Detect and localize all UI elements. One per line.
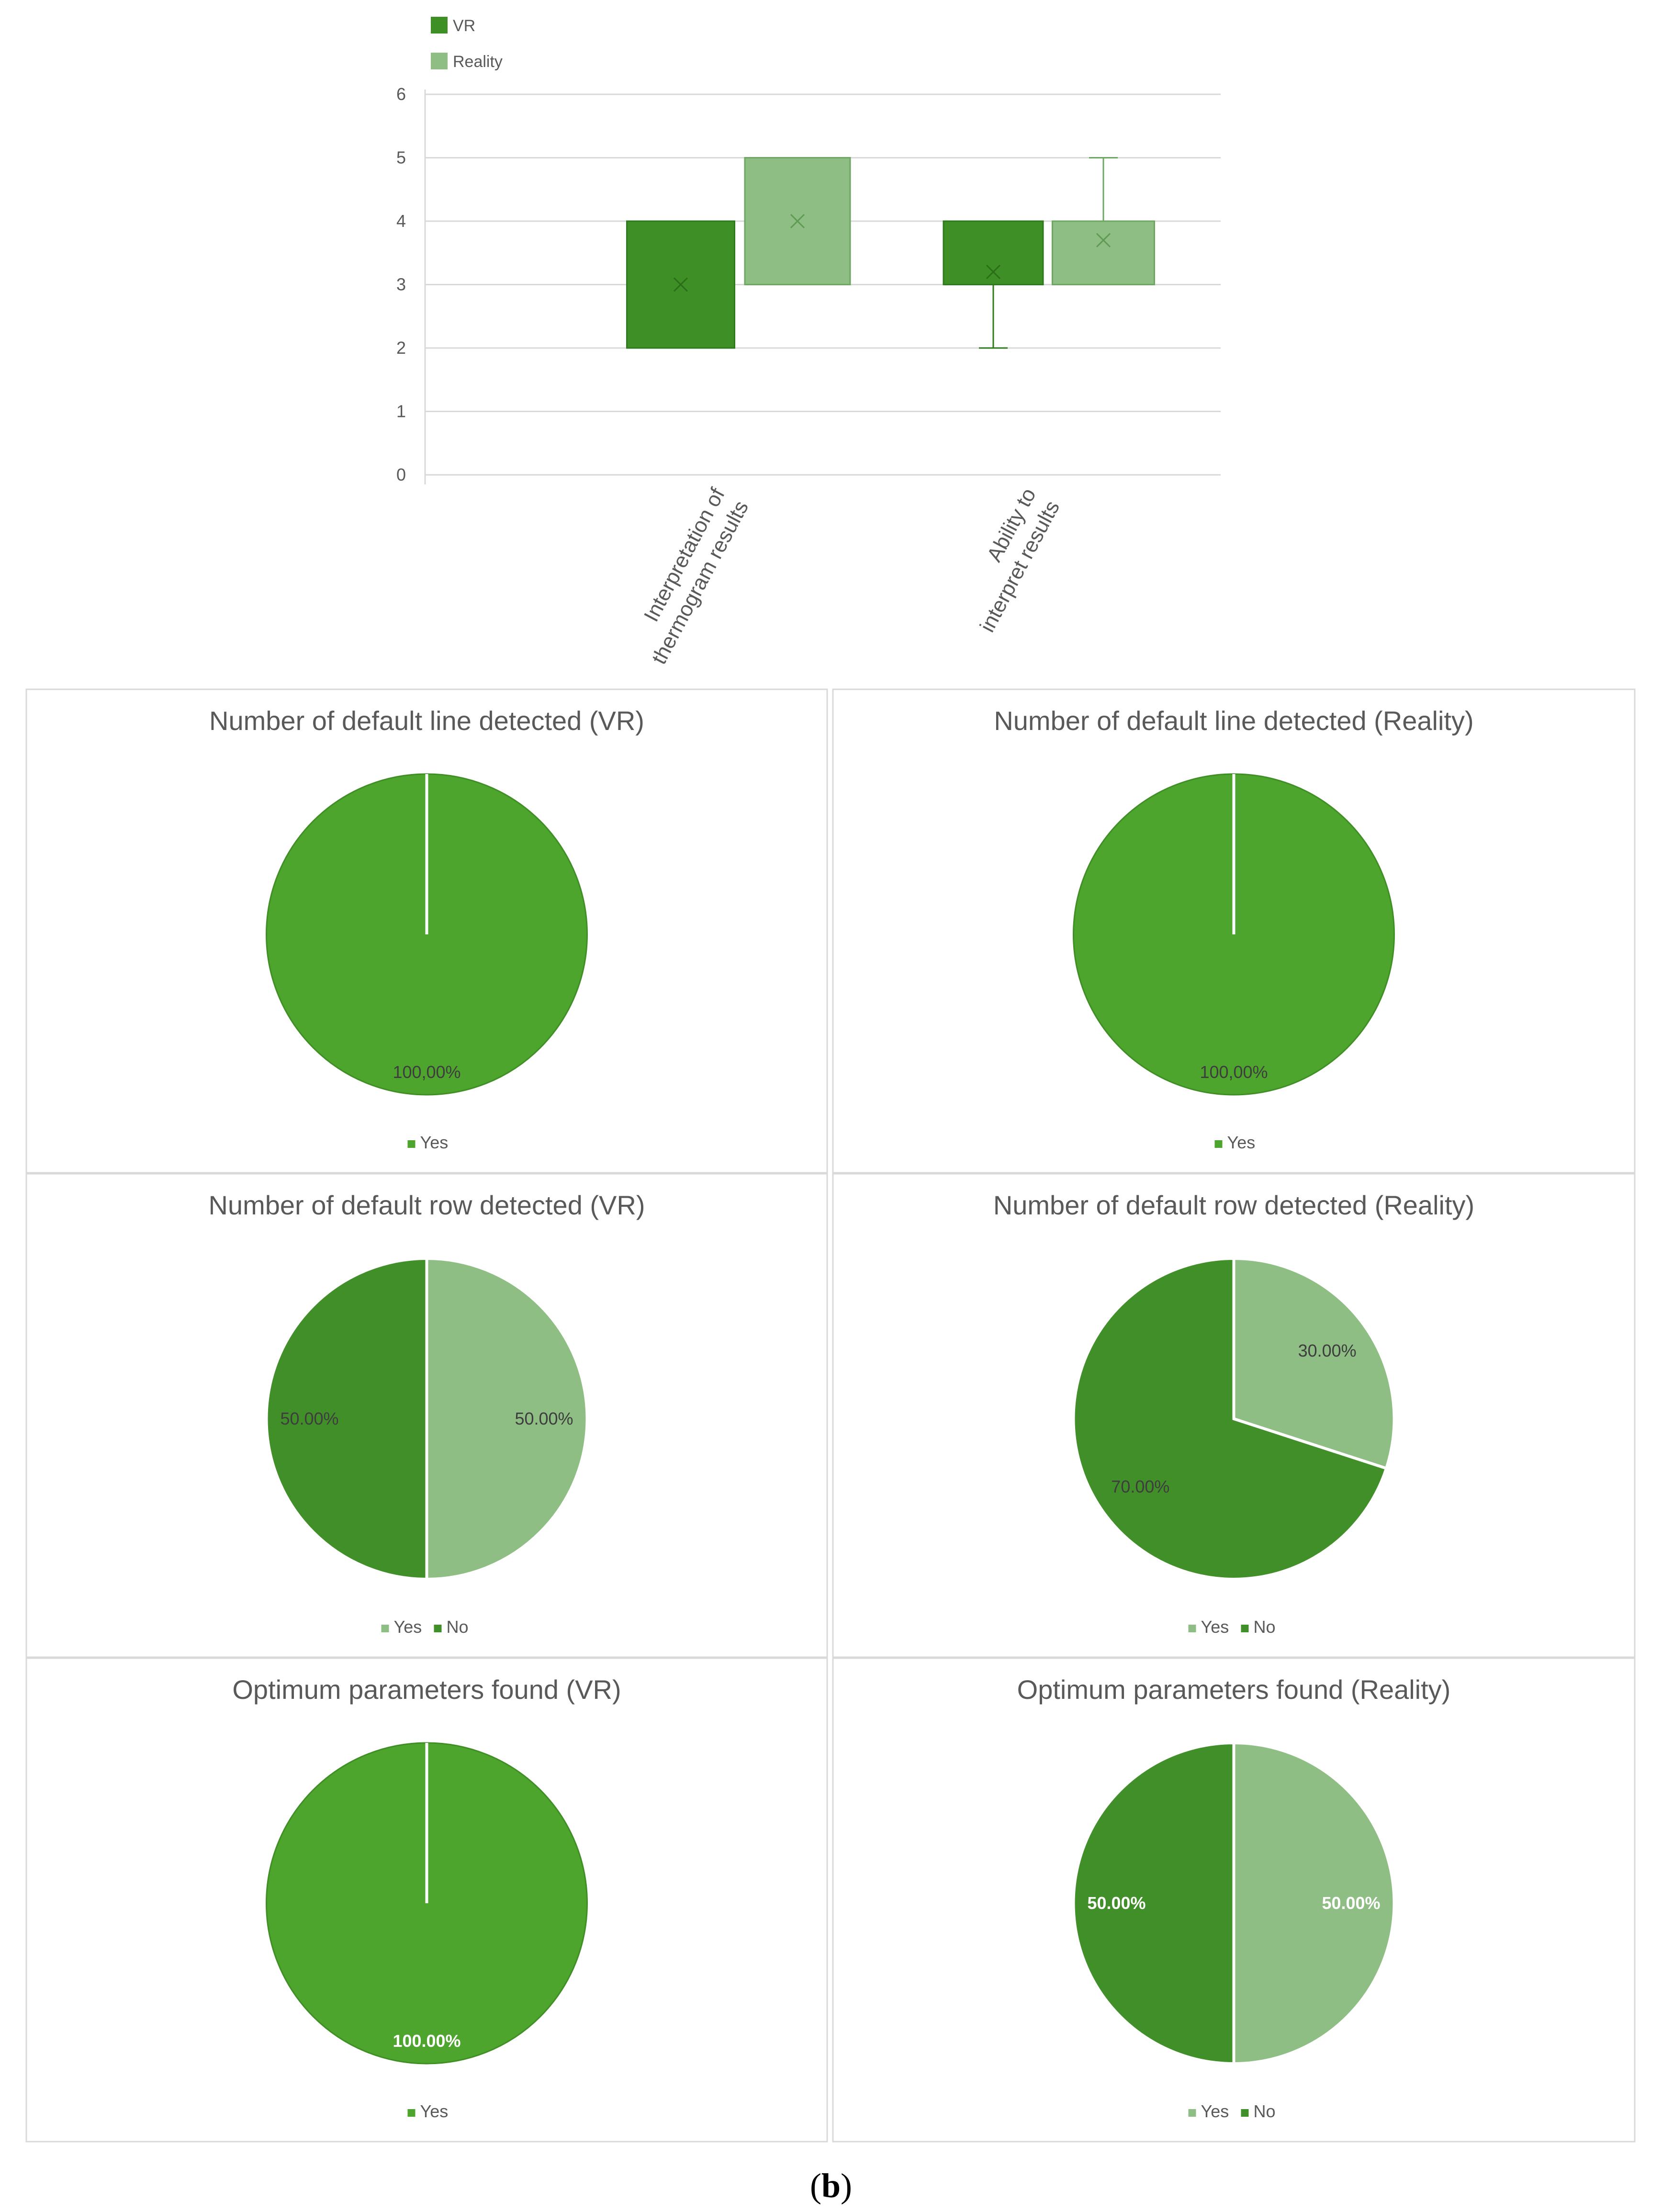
pie-data-label: 70.00% [1111,1477,1169,1496]
y-tick-label: 1 [396,402,406,421]
legend-label: Reality [453,53,503,71]
y-tick-label: 5 [396,148,406,168]
box-reality-2 [1052,157,1155,285]
pie-slice-no [265,1257,428,1581]
pie-data-label: 50.00% [280,1409,338,1428]
legend-swatch [381,1625,389,1632]
y-tick-label: 2 [396,338,406,358]
pie-data-label: 50.00% [1087,1893,1145,1913]
pie-title: Optimum parameters found (VR) [232,1674,621,1705]
legend-swatch [431,17,448,34]
y-tick-label: 3 [396,275,406,294]
box-plot-chart: 0 1 2 3 4 5 6 VR Reality Interpretation ofthermog… [396,17,1221,668]
pie-data-label: 100,00% [1200,1062,1268,1082]
legend-label: Yes [1201,2101,1229,2121]
y-tick-label: 4 [396,211,406,231]
legend-swatch [1241,1625,1249,1632]
legend-label: No [1254,2101,1276,2121]
box-reality-1 [744,157,851,285]
pie-data-label: 50.00% [515,1409,573,1428]
legend-swatch [434,1625,442,1632]
y-tick-label: 0 [396,465,406,484]
box-body [1052,220,1155,285]
legend-label: VR [453,17,475,35]
legend-swatch [407,2109,416,2117]
legend-label: Yes [1201,1617,1229,1637]
pie-data-label: 50.00% [1322,1893,1380,1913]
pie-slice-yes [1232,1741,1396,2066]
pie-panel-5: Optimum parameters found (VR) 100.00% Yes [25,1657,828,2143]
pie-title: Number of default row detected (VR) [209,1190,645,1220]
pie-panel-6: Optimum parameters found (Reality) 50.00%… [832,1657,1636,2143]
legend-swatch [1241,2109,1249,2117]
mean-marker [986,264,1001,280]
box-vr-1 [626,220,735,349]
pie-title: Number of default row detected (Reality) [993,1190,1474,1220]
legend-label: Yes [1227,1133,1256,1152]
x-category-label: Interpretation ofthermogram results [624,484,753,668]
pie-title: Number of default line detected (Reality… [994,706,1473,736]
legend-label: Yes [420,2101,449,2121]
figure-caption: (b) [809,2167,852,2205]
box-body [943,220,1044,285]
pie-title: Number of default line detected (VR) [209,706,644,736]
mean-marker [673,277,688,292]
legend-swatch [1188,2109,1196,2117]
pie-panel-3: Number of default row detected (VR) 50.00… [25,1173,828,1658]
mean-marker [790,213,805,229]
mean-marker [1096,233,1111,247]
legend-swatch [1214,1140,1223,1148]
pie-slice-yes [1232,1257,1396,1471]
pie-slice-yes [425,1257,589,1581]
box-vr-2 [943,220,1044,349]
legend-swatch [407,1140,416,1148]
legend-label: No [1254,1617,1276,1637]
pie-data-label: 100.00% [393,2031,460,2051]
y-tick-label: 6 [396,84,406,104]
pie-slice-no [1072,1741,1235,2066]
legend-label: Yes [394,1617,422,1637]
pie-data-label: 100,00% [393,1062,460,1082]
legend-label: Yes [420,1133,449,1152]
pie-data-label: 30.00% [1298,1341,1357,1360]
legend-swatch [1188,1625,1196,1632]
x-category-label: Ability tointerpret results [952,484,1064,636]
legend-label: No [447,1617,469,1637]
pie-title: Optimum parameters found (Reality) [1017,1674,1451,1705]
pie-panel-1: Number of default line detected (VR) 100,… [25,688,828,1174]
pie-slice-no [1072,1257,1388,1581]
pie-panel-2: Number of default line detected (Reality… [832,688,1636,1174]
pie-panel-4: Number of default row detected (Reality)… [832,1173,1636,1658]
legend-swatch [431,53,448,69]
